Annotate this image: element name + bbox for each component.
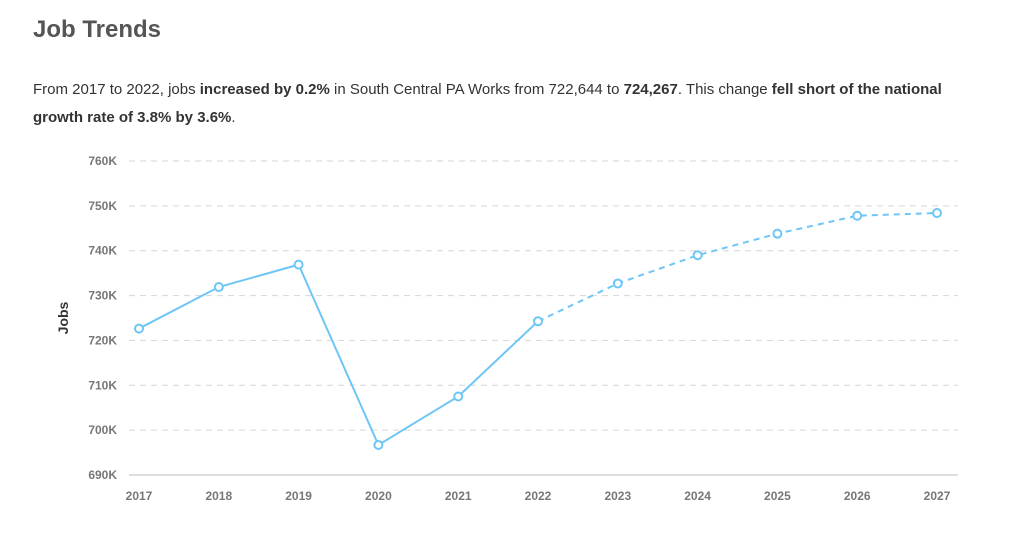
x-tick-label: 2027 xyxy=(924,489,951,503)
y-tick-label: 750K xyxy=(88,199,117,213)
data-point xyxy=(293,259,304,270)
data-point xyxy=(692,250,703,261)
data-point xyxy=(852,210,863,221)
data-point xyxy=(213,282,224,293)
summary-bold-2: 724,267 xyxy=(623,81,678,98)
data-point xyxy=(612,278,623,289)
x-tick-label: 2023 xyxy=(604,489,631,503)
x-tick-label: 2022 xyxy=(525,489,552,503)
summary-text: From 2017 to 2022, jobs increased by 0.2… xyxy=(33,76,983,132)
y-tick-label: 710K xyxy=(88,378,117,392)
y-tick-label: 740K xyxy=(88,244,117,258)
series-line-projected xyxy=(537,212,938,323)
summary-part-2: in South Central PA Works from 722,644 t… xyxy=(329,81,624,98)
x-tick-label: 2019 xyxy=(285,489,312,503)
y-tick-label: 700K xyxy=(88,423,117,437)
page-title: Job Trends xyxy=(33,16,162,43)
data-point xyxy=(453,391,464,402)
data-point xyxy=(533,316,543,327)
y-tick-label: 760K xyxy=(88,154,117,168)
x-tick-label: 2018 xyxy=(205,489,232,503)
series-line-actual xyxy=(138,263,539,447)
data-point xyxy=(134,323,144,334)
summary-bold-1: increased by 0.2% xyxy=(199,81,330,98)
summary-part-4: . xyxy=(231,109,236,126)
x-tick-label: 2026 xyxy=(844,489,871,503)
y-tick-label: 690K xyxy=(88,468,117,482)
x-tick-label: 2017 xyxy=(126,489,153,503)
data-point xyxy=(772,228,783,239)
y-axis-title: Jobs xyxy=(55,301,71,334)
x-tick-label: 2020 xyxy=(365,489,392,503)
data-point xyxy=(373,439,384,450)
y-tick-label: 720K xyxy=(88,333,117,347)
summary-part-1: From 2017 to 2022, jobs xyxy=(33,81,200,98)
y-tick-label: 730K xyxy=(88,289,117,303)
x-tick-label: 2024 xyxy=(684,489,711,503)
x-tick-label: 2025 xyxy=(764,489,791,503)
x-tick-label: 2021 xyxy=(445,489,472,503)
summary-part-3: . This change xyxy=(677,81,772,98)
data-point xyxy=(932,208,942,219)
summary-bold-3: fell short of the national growth rate o… xyxy=(33,81,942,126)
